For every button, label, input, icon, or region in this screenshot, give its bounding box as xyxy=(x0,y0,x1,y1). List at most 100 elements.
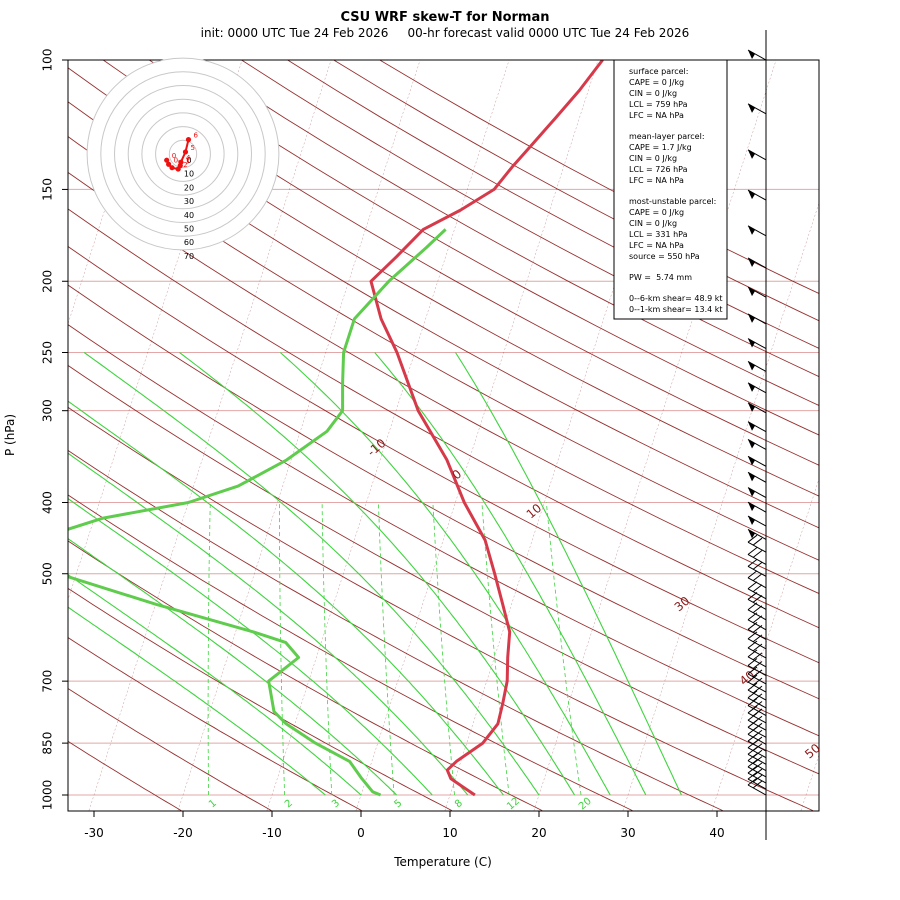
dry-adiabat xyxy=(68,637,362,811)
wind-barb xyxy=(747,609,767,621)
dry-adiabat xyxy=(68,687,272,811)
mean-layer-cape: CAPE = 1.7 J/kg xyxy=(629,143,692,152)
dry-adiabat xyxy=(68,284,819,700)
y-tick-label: 1000 xyxy=(41,780,55,811)
wind-barb-feather xyxy=(747,581,758,590)
isotherm-line xyxy=(533,60,777,811)
wind-barb-feather xyxy=(747,631,758,640)
wind-barb-feather xyxy=(752,774,763,783)
wind-barb-feather xyxy=(747,592,758,600)
x-tick-label: 20 xyxy=(531,826,546,840)
y-tick-label: 700 xyxy=(41,670,55,693)
wind-barb-feather xyxy=(747,746,758,755)
moist-adiabat xyxy=(83,352,540,796)
y-tick-label: 100 xyxy=(41,49,55,72)
hodograph-point xyxy=(185,137,192,143)
wind-barb xyxy=(747,286,767,298)
mean-layer-header: mean-layer parcel: xyxy=(629,132,705,141)
wind-barb xyxy=(747,619,767,631)
chart-subtitle: init: 0000 UTC Tue 24 Feb 2026 00-hr for… xyxy=(201,26,690,40)
hodograph-ring xyxy=(168,139,198,169)
wind-barb-feather xyxy=(747,765,758,774)
wind-barb-flag xyxy=(748,338,755,348)
wind-barb-feather xyxy=(747,698,758,706)
wind-barb-feather xyxy=(747,570,758,579)
mixing-ratio-label: 2 xyxy=(283,798,295,811)
wind-barb xyxy=(747,599,767,610)
wind-barb xyxy=(747,778,767,790)
wind-barb-feather xyxy=(752,762,763,771)
mixing-ratio-labels: 1 2 3 5 8 12 20 xyxy=(207,796,594,813)
wind-barb-feather xyxy=(747,658,758,666)
wind-barb-feather xyxy=(752,561,763,570)
wind-barb-feather xyxy=(747,753,758,762)
wind-barb-flag xyxy=(748,50,755,59)
wind-barb-feather xyxy=(747,726,758,735)
wind-barb-flag xyxy=(748,382,755,392)
most-unstable-cin: CIN = 0 J/kg xyxy=(629,219,677,228)
hodograph-ring-label: 60 xyxy=(184,238,194,247)
moist-adiabat xyxy=(279,352,611,796)
dry-adiabat xyxy=(68,449,723,811)
x-tick-label: 30 xyxy=(620,826,635,840)
hodograph-point-label: 2 xyxy=(183,161,187,169)
wind-barb xyxy=(747,541,767,553)
wind-barb-feather xyxy=(747,649,758,658)
y-axis-label: P (hPa) xyxy=(3,414,17,456)
mixing-ratio-line xyxy=(546,502,582,796)
wind-barb xyxy=(747,766,767,778)
dewpoint-line xyxy=(68,228,447,797)
wind-barb-feather xyxy=(752,685,763,694)
x-axis-label: Temperature (C) xyxy=(393,855,492,869)
wind-barb xyxy=(747,49,767,61)
y-tick-label: 200 xyxy=(41,270,55,293)
hodograph-ring xyxy=(127,98,239,210)
dry-adiabat xyxy=(68,364,819,775)
wind-barb-feather xyxy=(747,674,758,683)
wind-barb xyxy=(747,471,767,483)
wind-barb-feather xyxy=(747,558,758,567)
wind-barb-feather xyxy=(752,652,763,661)
mixing-ratio-lines xyxy=(207,502,582,796)
mixing-ratio-line xyxy=(481,502,510,796)
wind-barb-flag xyxy=(748,502,755,512)
isotherm-label: 30 xyxy=(672,594,693,615)
dry-adiabat xyxy=(195,60,819,407)
wind-barb xyxy=(747,747,767,759)
wind-barb xyxy=(747,313,767,325)
isotherm-line xyxy=(88,60,332,811)
hodograph-point xyxy=(169,165,175,171)
most-unstable-lcl: LCL = 331 hPa xyxy=(629,230,688,239)
hodograph-point xyxy=(178,159,184,165)
wind-barb xyxy=(747,455,767,467)
wind-barb-flag xyxy=(748,103,755,113)
y-tick-label: 400 xyxy=(41,491,55,514)
wind-barb xyxy=(747,681,767,693)
x-tick-label: 0 xyxy=(357,826,365,840)
wind-barb-feather xyxy=(752,643,763,652)
y-tick-label: 300 xyxy=(41,399,55,422)
hodograph: 01020304050607000123456 xyxy=(86,57,280,261)
wind-barb-feather xyxy=(747,690,758,699)
x-tick-label: -10 xyxy=(262,826,282,840)
wind-barb-flag xyxy=(748,225,755,235)
wind-barb xyxy=(747,189,767,201)
moist-adiabat xyxy=(179,352,576,796)
hodograph-ring-label: 50 xyxy=(184,225,194,234)
mean-layer-lfc: LFC = NA hPa xyxy=(629,176,684,185)
wind-barb-feather xyxy=(747,666,758,675)
wind-barb xyxy=(747,712,767,724)
wind-barb-feather xyxy=(747,771,758,780)
plot-frame xyxy=(67,59,820,812)
wind-barb-feather xyxy=(747,719,758,728)
precipitable-water: PW = 5.74 mm xyxy=(629,273,692,282)
most-unstable-source: source = 550 hPa xyxy=(629,252,700,261)
hodograph-point-label: 4 xyxy=(186,154,191,162)
x-tick-label: -30 xyxy=(84,826,104,840)
wind-barb xyxy=(747,515,767,527)
shear-0-6km: 0--6-km shear= 48.9 kt xyxy=(629,294,723,303)
hodograph-ring xyxy=(114,85,252,223)
hodograph-ring-label: 0 xyxy=(186,156,191,165)
mixing-ratio-label: 5 xyxy=(393,798,405,811)
